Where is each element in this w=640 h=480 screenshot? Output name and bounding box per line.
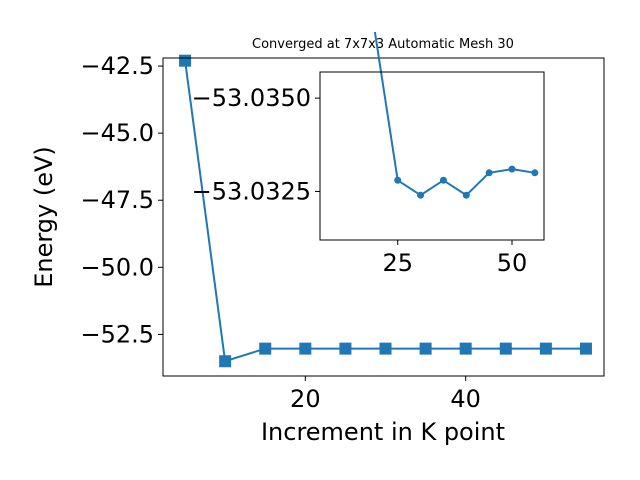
- y-tick-label: −50.0: [80, 253, 154, 281]
- data-point: [539, 342, 552, 355]
- series-line: [373, 31, 536, 197]
- data-point: [531, 169, 539, 177]
- inset-chart: 25 50 −53.0350 −53.0325: [192, 31, 545, 277]
- data-point: [339, 342, 352, 355]
- data-point: [379, 342, 392, 355]
- chart-title: Converged at 7x7x3 Automatic Mesh 30: [252, 37, 514, 52]
- data-point: [508, 165, 516, 173]
- data-point: [179, 54, 192, 67]
- x-tick-label: 40: [450, 385, 481, 413]
- data-point: [219, 355, 232, 368]
- data-point: [394, 176, 402, 184]
- y-tick-label: −53.0325: [192, 177, 311, 205]
- x-axis-label: Increment in K point: [261, 418, 505, 446]
- x-tick-label: 20: [290, 385, 321, 413]
- data-point: [259, 342, 272, 355]
- y-tick-label: −52.5: [80, 320, 154, 348]
- main-series: [179, 54, 592, 368]
- inset-x-ticks: 25 50: [382, 240, 527, 277]
- y-tick-label: −47.5: [80, 186, 154, 214]
- main-chart: 20 40 −52.5−50.0−47.5−45.0−42.5 Converged…: [30, 37, 605, 446]
- data-point: [485, 169, 493, 177]
- y-axis-label: Energy (eV): [30, 146, 58, 288]
- data-point: [439, 176, 447, 184]
- main-y-ticks: −52.5 −50.0 −47.5 −45.0 −42.5: [80, 52, 163, 348]
- data-point: [499, 342, 512, 355]
- data-point: [459, 342, 472, 355]
- data-point: [417, 191, 425, 199]
- inset-background: [320, 72, 544, 240]
- x-tick-label: 50: [497, 249, 528, 277]
- inset-y-ticks: −53.0350 −53.0325: [192, 84, 320, 205]
- data-point: [462, 191, 470, 199]
- y-tick-label: −53.0350: [192, 84, 311, 112]
- x-tick-label: 25: [382, 249, 413, 277]
- data-point: [299, 342, 312, 355]
- main-axes-frame: [162, 57, 605, 377]
- inset-axes-frame: [319, 71, 545, 241]
- inset-series: [373, 31, 539, 199]
- main-x-ticks: 20 40: [290, 376, 481, 413]
- data-point: [419, 342, 432, 355]
- data-point: [579, 342, 592, 355]
- y-tick-label: −42.5: [80, 52, 154, 80]
- y-tick-label: −45.0: [80, 119, 154, 147]
